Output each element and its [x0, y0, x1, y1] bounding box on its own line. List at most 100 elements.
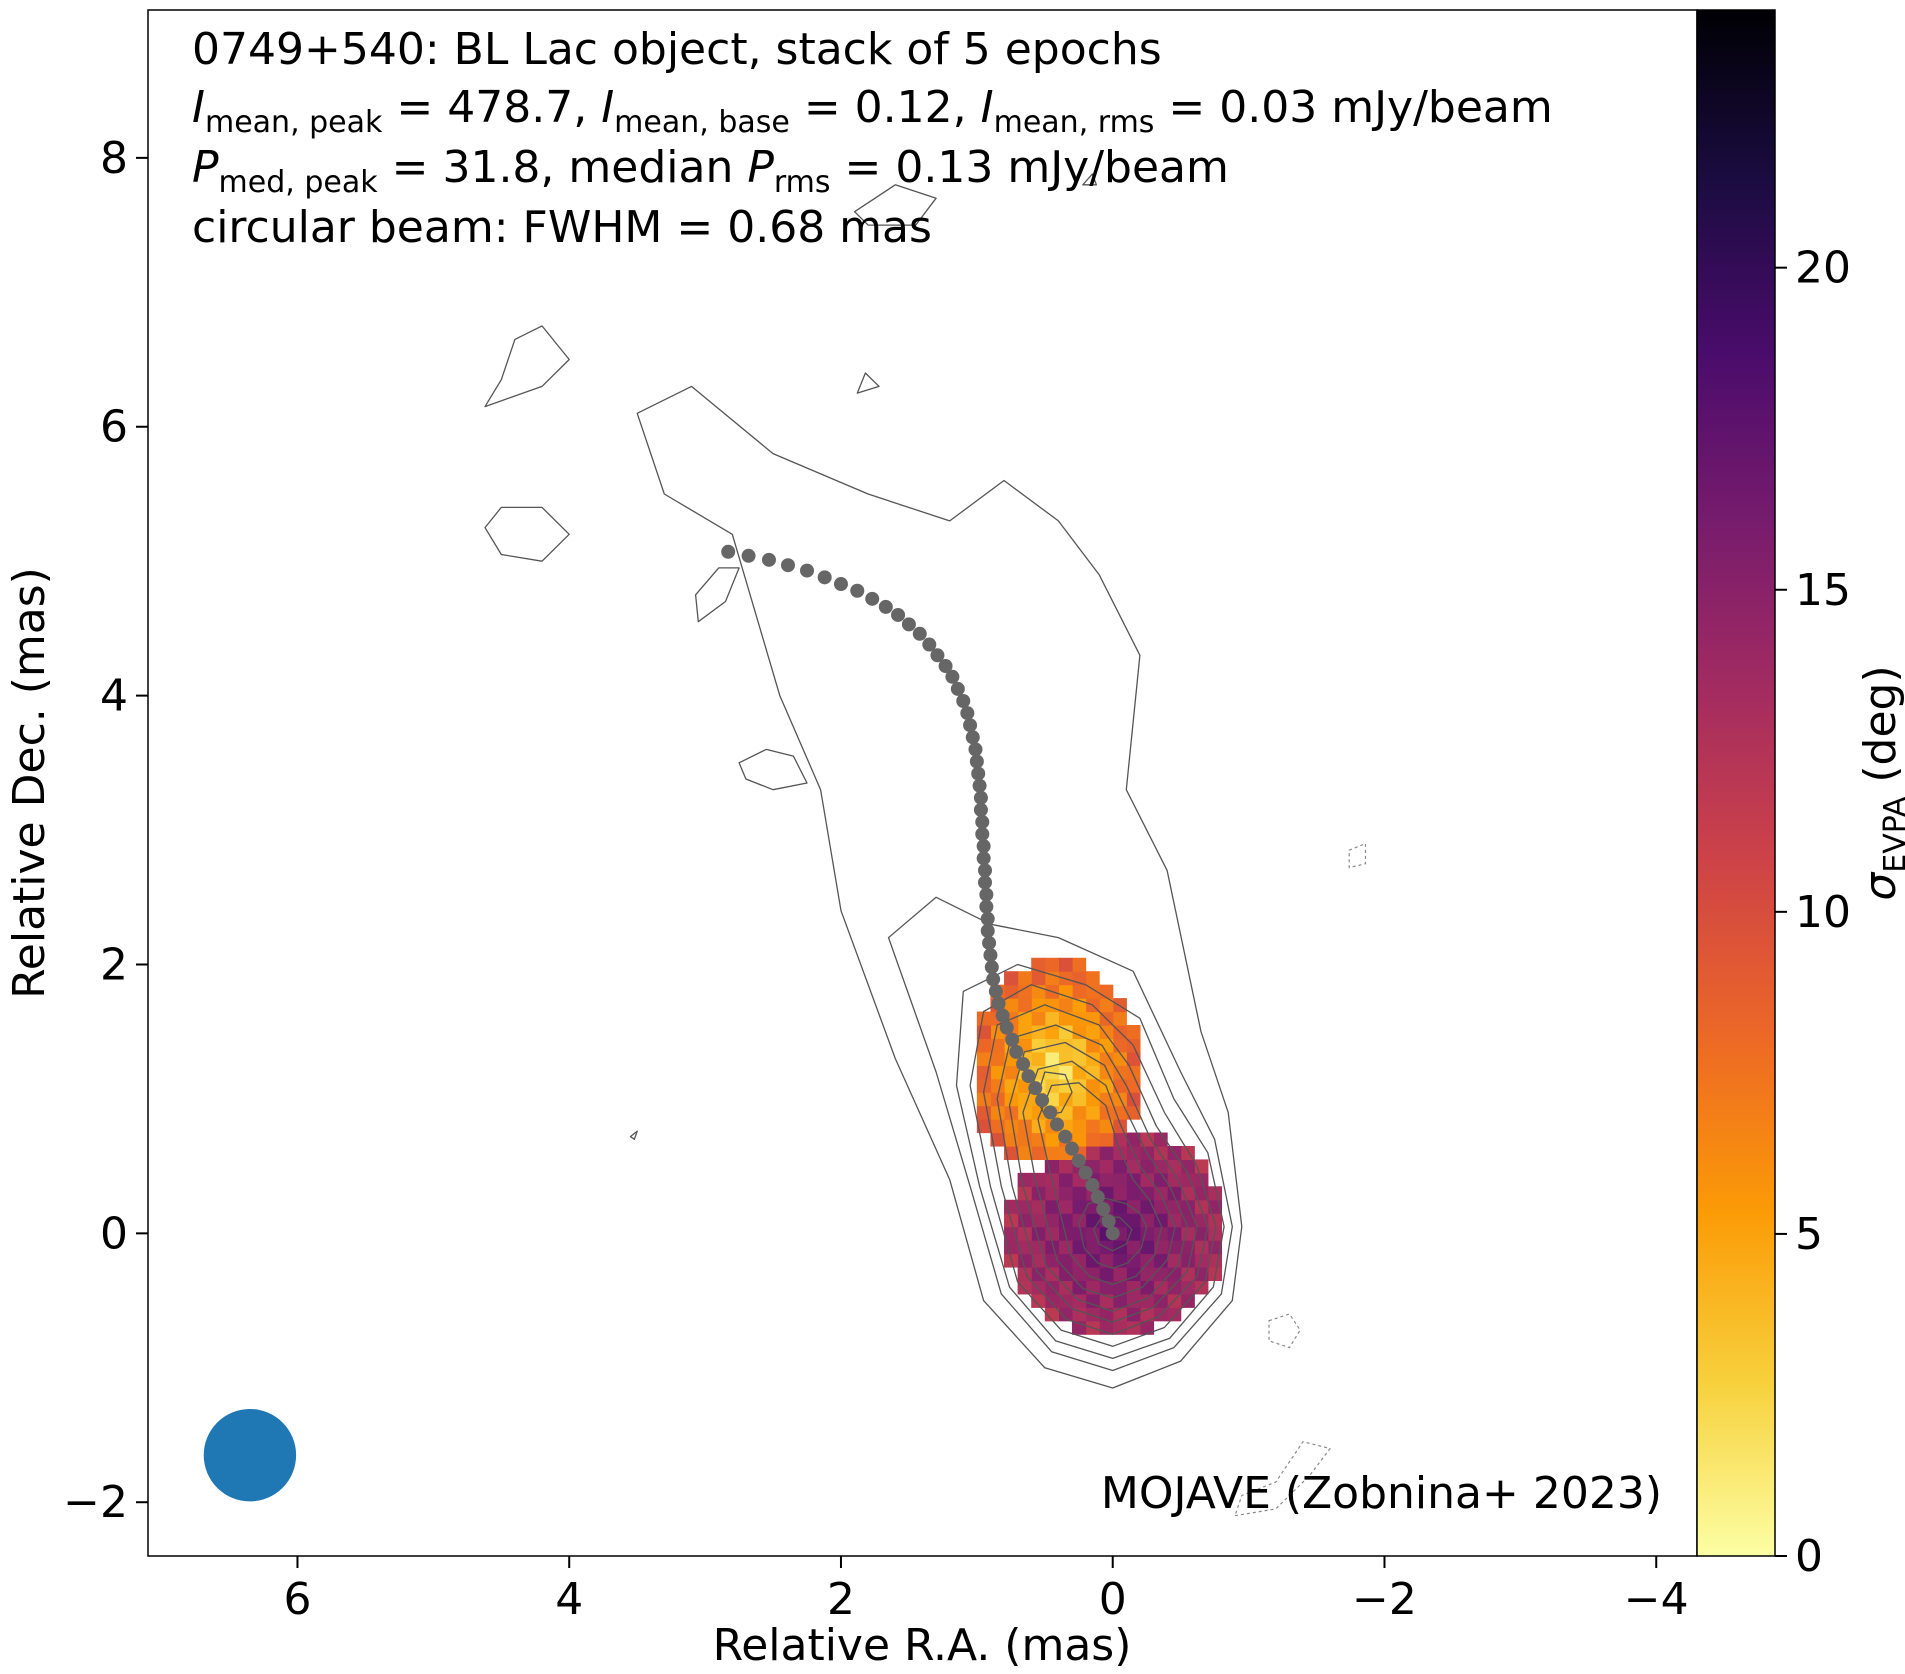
- ridge-point: [963, 718, 978, 733]
- evpa-pixel: [1085, 1132, 1100, 1147]
- evpa-pixel: [1071, 1078, 1087, 1093]
- evpa-pixel: [1004, 984, 1019, 999]
- evpa-pixel: [1071, 1105, 1087, 1120]
- evpa-pixel: [1099, 1038, 1114, 1053]
- contour-level-0-20: [1268, 1313, 1301, 1349]
- ridge-point: [976, 851, 991, 866]
- contour-level-5-4: [982, 1004, 1209, 1335]
- contour-level-6-5: [996, 1024, 1198, 1323]
- evpa-pixel: [1044, 1266, 1059, 1282]
- ridge-point: [865, 591, 880, 606]
- evpa-pixel: [1099, 998, 1114, 1013]
- evpa-pixel: [1139, 1320, 1155, 1335]
- evpa-pixel: [1194, 1159, 1209, 1174]
- evpa-pixel: [1085, 984, 1100, 999]
- evpa-pixel: [1004, 1065, 1019, 1080]
- evpa-pixel: [1044, 1024, 1059, 1040]
- evpa-pixel: [990, 1132, 1005, 1147]
- evpa-pixel: [1099, 1132, 1114, 1147]
- evpa-pixel: [1194, 1253, 1209, 1268]
- evpa-pixel: [1085, 1293, 1100, 1308]
- contour-level-1-19: [629, 1130, 638, 1140]
- evpa-pixel: [1139, 1172, 1155, 1187]
- evpa-pixel: [1071, 1307, 1087, 1322]
- evpa-pixel: [1126, 1159, 1141, 1174]
- x-axis-label: Relative R.A. (mas): [713, 1620, 1132, 1671]
- evpa-pixel: [1139, 1253, 1155, 1268]
- ridge-point: [1078, 1165, 1093, 1180]
- x-tick-label: 6: [283, 1574, 311, 1625]
- ridge-point: [983, 948, 998, 963]
- ridge-point: [1028, 1081, 1043, 1096]
- header-line-4: circular beam: FWHM = 0.68 mas: [192, 202, 932, 253]
- evpa-pixel: [1085, 1119, 1100, 1134]
- evpa-pixel: [1017, 1226, 1032, 1241]
- evpa-pixel: [1017, 1253, 1032, 1268]
- contour-level-1-13: [484, 506, 570, 562]
- y-tick-label: 8: [100, 133, 128, 184]
- colorbar-tick-label: 10: [1795, 887, 1851, 938]
- evpa-pixel: [1031, 1119, 1046, 1134]
- ridge-point: [1071, 1153, 1086, 1168]
- evpa-pixel: [1139, 1240, 1155, 1255]
- colorbar-ticks: 0 5 10 15 20: [1775, 243, 1851, 1582]
- evpa-pixel: [1071, 957, 1087, 972]
- contour-level-2-1: [887, 896, 1233, 1372]
- evpa-pixel: [1126, 1226, 1141, 1241]
- ridge-point: [1035, 1093, 1050, 1108]
- evpa-pixel: [1058, 1186, 1073, 1201]
- evpa-pixel: [1099, 1145, 1114, 1161]
- evpa-pixel: [1085, 1078, 1100, 1093]
- evpa-pixel: [1126, 1240, 1141, 1255]
- ridge-point: [995, 1008, 1010, 1023]
- evpa-pixel: [976, 1078, 992, 1093]
- evpa-pixel: [1058, 1307, 1073, 1322]
- evpa-pixel: [1085, 1240, 1100, 1255]
- ridge-point: [979, 899, 994, 914]
- evpa-pixel: [1194, 1240, 1209, 1255]
- ridge-point: [878, 599, 893, 614]
- x-tick-label: 0: [1099, 1574, 1127, 1625]
- evpa-pixel: [1167, 1307, 1182, 1322]
- evpa-pixel: [1085, 1253, 1100, 1268]
- evpa-pixel: [1167, 1172, 1182, 1187]
- evpa-pixel: [1017, 1024, 1032, 1040]
- evpa-pixel: [1058, 1266, 1073, 1282]
- evpa-pixel: [1126, 1213, 1141, 1228]
- evpa-pixel: [1180, 1226, 1195, 1241]
- evpa-pixel: [1085, 1307, 1100, 1322]
- ridge-point: [973, 790, 988, 805]
- evpa-pixel: [1112, 1186, 1127, 1201]
- evpa-pixel: [1044, 1213, 1059, 1228]
- ridge-point: [817, 570, 832, 585]
- evpa-pixel: [1126, 1065, 1141, 1080]
- ridge-point: [721, 544, 736, 559]
- evpa-pixel: [1126, 1024, 1141, 1040]
- ridge-point: [980, 923, 995, 938]
- evpa-pixel: [1207, 1213, 1223, 1228]
- ridge-point: [1090, 1190, 1105, 1205]
- evpa-pixel: [1099, 1024, 1114, 1040]
- evpa-pixel: [1180, 1253, 1195, 1268]
- evpa-pixel: [1071, 1253, 1087, 1268]
- evpa-pixel: [1153, 1199, 1168, 1214]
- evpa-pixel: [1017, 1132, 1032, 1147]
- evpa-pixel: [1058, 1065, 1073, 1080]
- ridge-point: [965, 730, 980, 745]
- evpa-pixel: [1004, 1226, 1019, 1241]
- evpa-pixel: [1058, 1199, 1073, 1214]
- evpa-pixel: [1031, 1011, 1046, 1026]
- evpa-pixel: [1112, 1092, 1127, 1107]
- evpa-pixel: [1031, 1186, 1046, 1201]
- evpa-pixel: [1085, 1011, 1100, 1026]
- evpa-pixel: [1180, 1159, 1195, 1174]
- ridge-point: [950, 681, 965, 696]
- ridge-point: [972, 778, 987, 793]
- ridge-point: [1043, 1105, 1058, 1120]
- ridge-point: [1101, 1214, 1116, 1229]
- ridge-point: [968, 742, 983, 757]
- evpa-pixel: [1004, 998, 1019, 1013]
- ridge-point: [945, 669, 960, 684]
- ridge-point: [1085, 1177, 1100, 1192]
